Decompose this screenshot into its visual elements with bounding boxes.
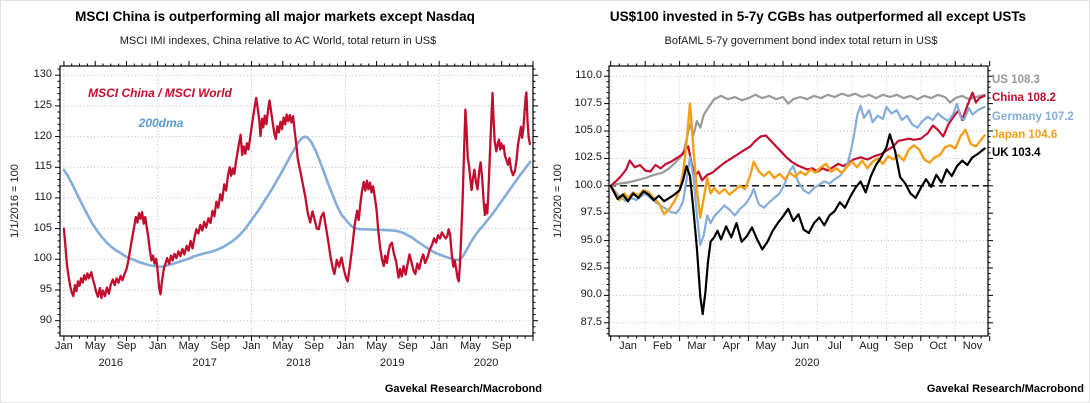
x-year-label: 2019 <box>380 357 405 369</box>
right-chart-subtitle: BofAML 5-7y government bond index total … <box>664 35 938 47</box>
x-year-label: 2020 <box>794 357 820 369</box>
legend-item: UK 103.4 <box>992 147 1041 160</box>
x-tick-label: Jan <box>336 340 355 352</box>
x-tick-label: May <box>84 340 106 352</box>
series-germany <box>609 102 986 247</box>
legend-item: China 108.2 <box>992 92 1056 105</box>
y-tick-label: 110.0 <box>575 69 602 82</box>
series-us <box>609 92 986 187</box>
right-chart-source: Gavekal Research/Macrobond <box>926 383 1084 395</box>
left-chart-title: MSCI China is outperforming all major ma… <box>75 9 475 24</box>
legend-item: Japan 104.6 <box>992 128 1058 141</box>
y-tick-label: 90 <box>39 313 52 326</box>
x-tick-label: May <box>178 340 200 352</box>
legend-item: 200dma <box>138 116 184 130</box>
x-tick-label: Jan <box>430 340 449 352</box>
y-tick-label: 107.5 <box>574 96 602 109</box>
legend: US 108.3 China 108.2 Germany 107.2 Japan 10… <box>992 71 1074 162</box>
x-year-label: 2018 <box>286 357 311 369</box>
y-tick-label: 95 <box>39 283 52 295</box>
x-year-label: 2020 <box>473 357 499 369</box>
x-tick-label: Apr <box>722 340 740 352</box>
x-tick-label: Feb <box>652 340 672 352</box>
x-tick-label: May <box>755 340 777 352</box>
right-y-axis-title: 1/1/2020 = 100 <box>552 164 564 238</box>
plot-frame <box>59 65 534 337</box>
legend-item: US 108.3 <box>992 74 1040 86</box>
x-tick-label: Oct <box>929 340 947 352</box>
y-tick-label: 110 <box>34 190 52 203</box>
plot-frame <box>608 65 989 337</box>
series-china <box>609 91 986 187</box>
left-chart-subtitle: MSCI IMI indexes, China relative to AC W… <box>119 35 437 47</box>
x-tick-label: Jan <box>242 340 261 352</box>
y-tick-label: 102.5 <box>574 151 602 164</box>
x-tick-label: Sep <box>893 340 914 352</box>
y-tick-label: 100 <box>33 252 52 265</box>
x-year-label: 2016 <box>98 357 124 369</box>
y-tick-label: 97.5 <box>580 206 602 219</box>
x-year-label: 2017 <box>192 357 217 369</box>
x-tick-label: May <box>460 340 481 352</box>
right-chart-title: US$100 invested in 5-7y CGBs has outperf… <box>609 9 1027 24</box>
series-japan <box>609 102 986 219</box>
y-tick-label: 125 <box>33 98 52 111</box>
y-tick-label: 105.0 <box>574 124 602 136</box>
x-tick-label: Nov <box>962 340 983 352</box>
y-tick-label: 90.0 <box>580 288 602 301</box>
x-tick-label: Sep <box>210 340 231 352</box>
x-tick-label: Sep <box>491 340 512 352</box>
x-tick-label: Jun <box>791 340 810 352</box>
y-tick-label: 105 <box>33 221 52 234</box>
x-tick-label: Aug <box>859 340 879 352</box>
x-tick-label: May <box>366 340 387 352</box>
x-tick-label: Jul <box>827 340 842 352</box>
x-tick-label: Sep <box>398 340 418 352</box>
left-chart-source: Gavekal Research/Macrobond <box>384 383 542 395</box>
series-uk <box>609 133 986 316</box>
legend-item: Germany 107.2 <box>992 110 1074 123</box>
x-tick-label: Sep <box>116 340 137 352</box>
x-tick-label: Jan <box>619 340 637 352</box>
x-tick-label: Jan <box>55 340 73 352</box>
y-tick-label: 87.5 <box>580 315 602 328</box>
y-tick-label: 115 <box>34 160 52 173</box>
x-tick-label: Mar <box>687 340 707 352</box>
y-tick-label: 120 <box>33 129 52 142</box>
y-tick-label: 130 <box>33 68 52 81</box>
y-tick-label: 95.0 <box>580 233 602 246</box>
series-msci-china-msci-world <box>62 91 532 300</box>
y-tick-label: 100.0 <box>574 178 602 191</box>
y-tick-label: 92.5 <box>580 261 602 273</box>
x-tick-label: Sep <box>304 340 324 352</box>
legend-item: MSCI China / MSCI World <box>88 86 232 100</box>
x-tick-label: Jan <box>148 340 167 352</box>
x-tick-label: May <box>272 340 294 352</box>
